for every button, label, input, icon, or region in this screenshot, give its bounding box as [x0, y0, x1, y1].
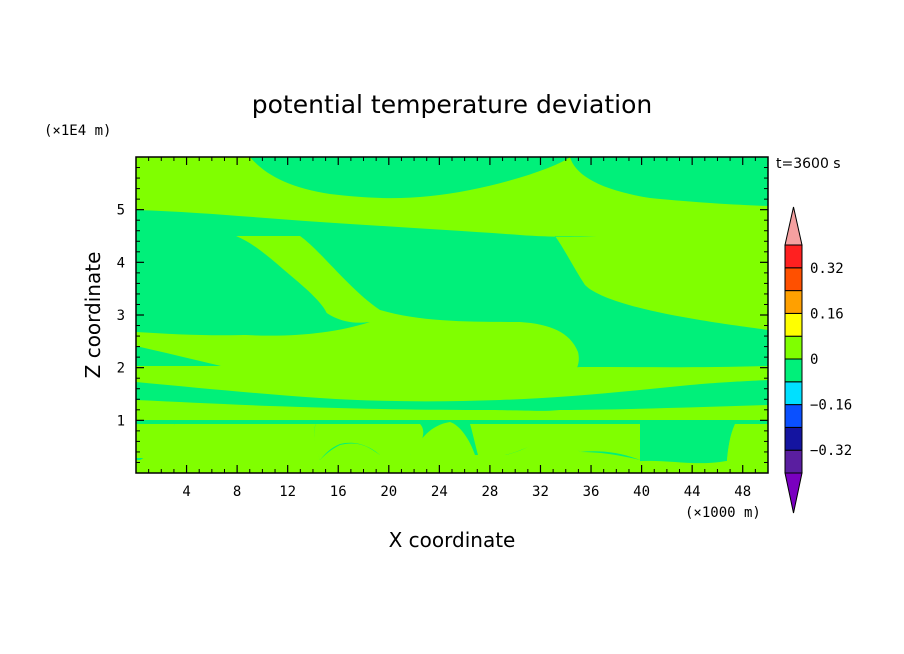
x-tick-label: 4 [182, 484, 190, 500]
y-tick-label: 1 [117, 413, 125, 429]
contour-region-positive [314, 424, 424, 460]
contour-region-positive [136, 424, 175, 458]
x-units-label: (×1000 m) [685, 505, 761, 521]
chart-title: potential temperature deviation [252, 90, 652, 119]
x-tick-label: 20 [380, 484, 397, 500]
x-tick-label: 24 [431, 484, 448, 500]
contour-region-negative [250, 157, 768, 206]
colorbar-segment [784, 312, 803, 337]
colorbar-label: −0.16 [810, 398, 852, 414]
colorbar-label: 0 [810, 352, 818, 368]
contour-region-positive [470, 424, 640, 460]
contour-region-positive [136, 458, 768, 473]
y-tick-label: 2 [117, 361, 125, 377]
colorbar-label: 0.32 [810, 261, 844, 277]
y-axis: 1 2 3 4 5 [117, 167, 768, 463]
colorbar-extend-low [784, 472, 803, 514]
colorbar: 0.32 0.16 0 −0.16 −0.32 [784, 206, 852, 514]
colorbar-label: 0.16 [810, 306, 844, 322]
contour-region-negative [136, 380, 768, 411]
x-tick-label: 44 [684, 484, 701, 500]
x-tick-label: 12 [279, 484, 296, 500]
x-axis: 4 8 12 16 20 24 28 32 36 40 44 48 [148, 157, 756, 500]
colorbar-segment [784, 358, 803, 383]
y-axis-label: Z coordinate [81, 252, 105, 379]
contour-field [135, 156, 769, 474]
x-tick-label: 36 [583, 484, 600, 500]
colorbar-segment [784, 244, 803, 269]
x-axis-label: X coordinate [389, 528, 516, 552]
contour-region-negative [136, 236, 370, 336]
y-tick-label: 5 [117, 203, 125, 219]
x-tick-label: 40 [633, 484, 650, 500]
colorbar-segment [784, 449, 803, 474]
colorbar-segment [784, 290, 803, 314]
x-tick-label: 8 [233, 484, 241, 500]
y-tick-label: 3 [117, 308, 125, 324]
contour-region-positive [136, 236, 579, 390]
colorbar-segment [784, 267, 803, 292]
colorbar-extend-high [784, 206, 803, 246]
colorbar-segment [784, 381, 803, 406]
colorbar-segment [784, 426, 803, 451]
x-tick-label: 28 [481, 484, 498, 500]
colorbar-segment [784, 335, 803, 360]
colorbar-label: −0.32 [810, 443, 852, 459]
x-tick-label: 48 [734, 484, 751, 500]
colorbar-segment [784, 404, 803, 428]
x-tick-label: 32 [532, 484, 549, 500]
y-units-label: (×1E4 m) [44, 123, 111, 139]
contour-region-positive [727, 424, 768, 462]
y-tick-label: 4 [117, 255, 125, 271]
time-label: t=3600 s [776, 156, 841, 172]
x-tick-label: 16 [330, 484, 347, 500]
